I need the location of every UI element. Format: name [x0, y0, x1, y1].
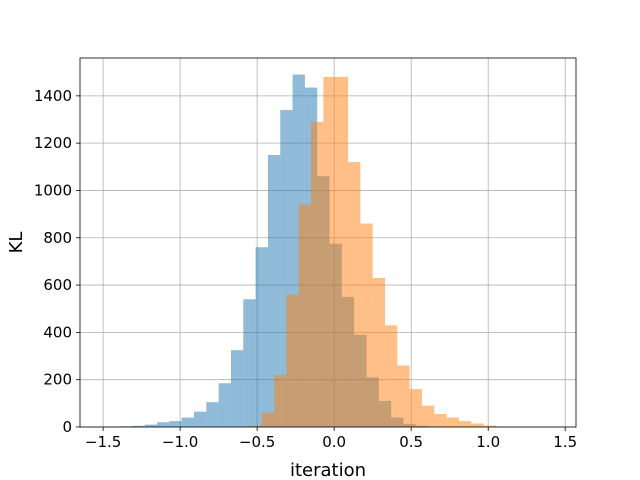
y-tick-label: 200 — [43, 371, 72, 389]
x-tick-label: 1.5 — [553, 433, 577, 451]
histogram-bar — [267, 154, 281, 427]
histogram-bar — [471, 423, 484, 427]
histogram-bar — [169, 421, 182, 427]
y-tick-label: 1400 — [34, 87, 72, 105]
histogram-bar — [348, 162, 361, 428]
plot-frame — [79, 57, 577, 428]
histogram-bar — [274, 374, 287, 427]
series-2-bars — [249, 76, 509, 428]
histogram-bar — [286, 294, 299, 427]
histogram-bar — [218, 383, 231, 427]
x-tick-label: 1.0 — [476, 433, 500, 451]
histogram-bar — [249, 425, 262, 427]
x-axis-label: iteration — [290, 460, 366, 480]
histogram-bar — [335, 76, 349, 427]
x-tick-label: 0.5 — [399, 433, 423, 451]
histogram-bar — [193, 411, 207, 427]
histogram-bar — [144, 424, 158, 427]
histogram-bar — [372, 277, 385, 427]
histogram-bar — [311, 121, 324, 427]
histogram-bar — [261, 412, 275, 427]
y-tick-label: 600 — [43, 276, 72, 294]
histogram-bar — [434, 413, 447, 427]
histogram-bar — [446, 417, 459, 427]
histogram-bar — [360, 223, 373, 427]
histogram-bar — [298, 204, 312, 427]
histogram-bar — [243, 299, 256, 427]
histogram-bar — [421, 405, 435, 427]
y-tick-label: 400 — [43, 323, 72, 341]
x-tick-label: −0.5 — [239, 433, 275, 451]
histogram-bar — [384, 325, 398, 427]
histogram-bar — [230, 350, 244, 427]
histogram-bar — [206, 402, 219, 427]
histogram-bar — [397, 365, 410, 427]
y-tick-label: 1200 — [34, 134, 72, 152]
y-tick-label: 0 — [62, 418, 72, 436]
histogram-bars — [95, 74, 509, 428]
x-tick-label: −1.5 — [85, 433, 121, 451]
histogram-bar — [181, 417, 194, 427]
y-axis-label: KL — [6, 232, 27, 254]
histogram-bar — [483, 425, 496, 427]
histogram-bar — [157, 422, 170, 427]
x-tick-label: −1.0 — [162, 433, 198, 451]
x-tick-label: 0.0 — [322, 433, 346, 451]
histogram-bar — [458, 421, 472, 427]
histogram-bar — [132, 425, 145, 427]
y-tick-label: 800 — [43, 229, 72, 247]
histogram-bar — [323, 76, 336, 427]
axis-ticks: −1.5 −1.0 −0.5 0.0 0.5 1.0 1.5 0 200 400 600 800 100… — [34, 87, 577, 451]
histogram-bar — [409, 389, 422, 427]
histogram-bar — [255, 247, 268, 427]
y-tick-label: 1000 — [34, 181, 72, 199]
